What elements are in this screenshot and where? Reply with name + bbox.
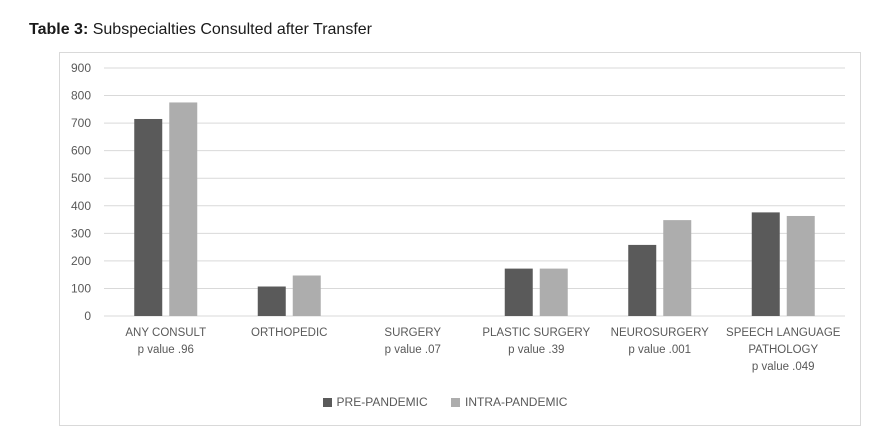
bar-pre-5 [751, 212, 780, 316]
y-tick-label: 100 [71, 281, 91, 295]
bar-intra-0 [169, 102, 198, 316]
x-category-label: PLASTIC SURGERY [482, 327, 590, 339]
p-value-label: p value .07 [385, 344, 441, 356]
bar-intra-3 [539, 268, 568, 316]
p-value-label: p value .39 [508, 344, 564, 356]
legend-item-pre-pandemic: PRE-PANDEMIC [322, 395, 428, 409]
chart-title-prefix: Table 3: [29, 21, 89, 38]
x-category-label: SURGERY [384, 327, 441, 339]
x-category-label: PATHOLOGY [748, 344, 818, 356]
x-category-label: ORTHOPEDIC [251, 327, 327, 339]
bar-intra-1 [292, 275, 321, 316]
bar-pre-0 [134, 118, 163, 316]
legend-label-intra-pandemic: INTRA-PANDEMIC [465, 395, 568, 409]
legend-swatch-pre-pandemic [322, 397, 332, 407]
x-category-label: SPEECH LANGUAGE [726, 327, 841, 339]
y-tick-label: 700 [71, 116, 91, 130]
bar-pre-1 [257, 286, 286, 316]
y-tick-label: 800 [71, 89, 91, 103]
y-tick-label: 200 [71, 254, 91, 268]
bar-intra-4 [663, 220, 692, 316]
p-value-label: p value .96 [138, 344, 194, 356]
y-tick-label: 500 [71, 171, 91, 185]
y-tick-label: 600 [71, 144, 91, 158]
x-category-label: ANY CONSULT [125, 327, 206, 339]
bar-pre-4 [628, 244, 657, 316]
y-tick-label: 900 [71, 61, 91, 75]
x-category-label: NEUROSURGERY [611, 327, 710, 339]
bar-pre-3 [504, 268, 533, 316]
p-value-label: p value .049 [752, 361, 815, 373]
y-tick-label: 300 [71, 226, 91, 240]
legend-label-pre-pandemic: PRE-PANDEMIC [336, 395, 428, 409]
legend-swatch-intra-pandemic [451, 397, 460, 407]
p-value-label: p value .001 [628, 344, 691, 356]
legend: PRE-PANDEMIC INTRA-PANDEMIC [0, 395, 890, 410]
y-tick-label: 0 [84, 309, 91, 323]
chart-title: Table 3: Subspecialties Consulted after … [29, 21, 372, 39]
bar-intra-5 [786, 215, 815, 316]
chart-title-text: Subspecialties Consulted after Transfer [88, 21, 372, 38]
y-tick-label: 400 [71, 199, 91, 213]
legend-item-intra-pandemic: INTRA-PANDEMIC [451, 395, 567, 409]
